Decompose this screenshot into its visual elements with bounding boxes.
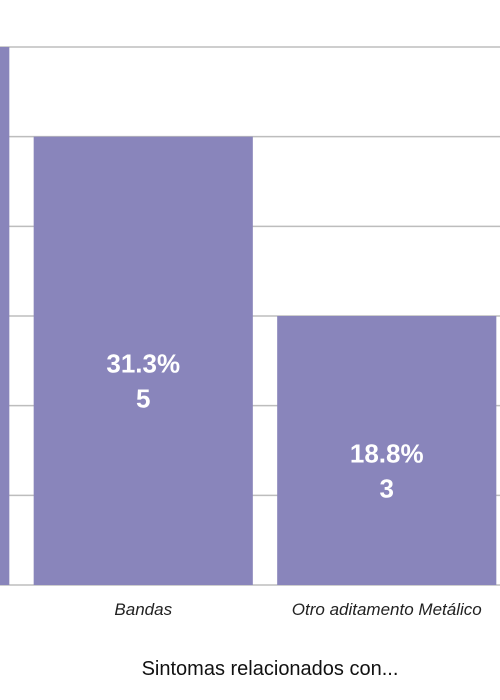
bar-percent-label: 18.8%: [350, 438, 424, 468]
bar-value-label: 3: [380, 473, 394, 503]
bar: [0, 47, 10, 585]
bar: [33, 136, 253, 585]
x-axis-title: Sintomas relacionados con...: [141, 658, 399, 680]
x-tick-label: Otro aditamento Metálico: [291, 600, 482, 619]
bar-percent-label: 31.3%: [106, 349, 180, 379]
x-tick-label: Bandas: [114, 600, 173, 619]
bar: [277, 316, 497, 585]
bar-value-label: 5: [136, 384, 150, 414]
